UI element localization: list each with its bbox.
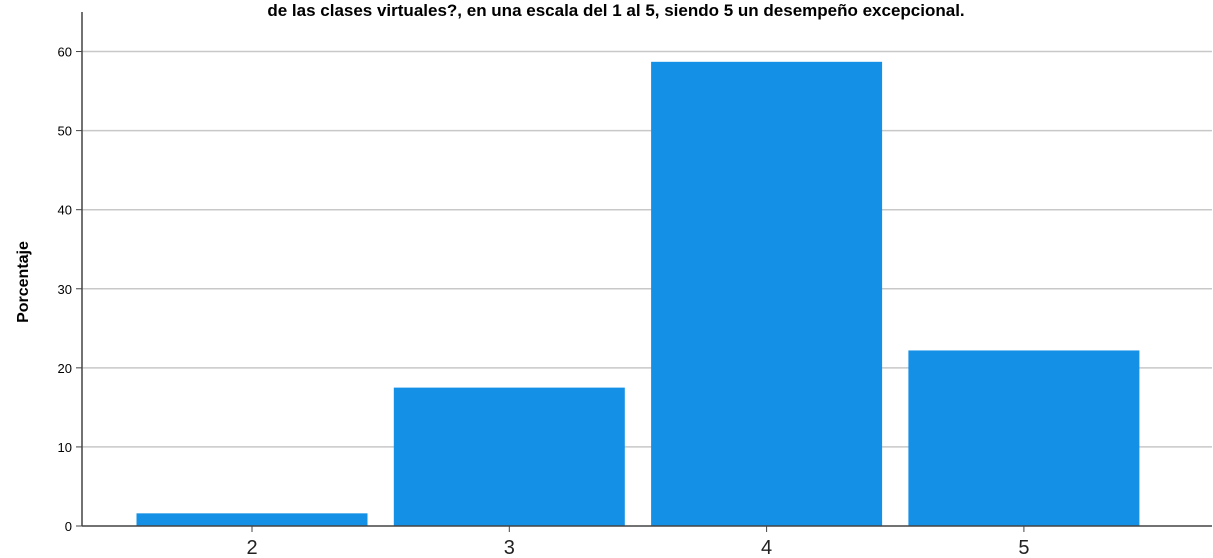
y-tick-label-30: 30	[58, 282, 72, 297]
y-tick-label-50: 50	[58, 124, 72, 139]
x-tick-label-2: 2	[246, 537, 257, 558]
x-tick-label-3: 3	[504, 537, 515, 558]
bar-2	[136, 513, 368, 526]
y-tick-label-0: 0	[65, 519, 72, 534]
chart-title: de las clases virtuales?, en una escala …	[267, 1, 964, 20]
x-tick-label-4: 4	[761, 537, 772, 558]
y-tick-label-20: 20	[58, 361, 72, 376]
bar-4	[651, 61, 883, 527]
x-axis-ticks: 2 3 4 5	[246, 526, 1029, 558]
x-tick-label-5: 5	[1018, 537, 1029, 558]
bars	[136, 61, 1140, 527]
y-tick-label-60: 60	[58, 45, 72, 60]
y-axis-ticks: 0 10 20 30 40 50 60	[58, 45, 82, 534]
bar-3	[393, 387, 625, 526]
y-tick-label-40: 40	[58, 203, 72, 218]
bar-5	[908, 350, 1140, 526]
y-axis-label: Porcentaje	[15, 241, 32, 323]
y-tick-label-10: 10	[58, 440, 72, 455]
